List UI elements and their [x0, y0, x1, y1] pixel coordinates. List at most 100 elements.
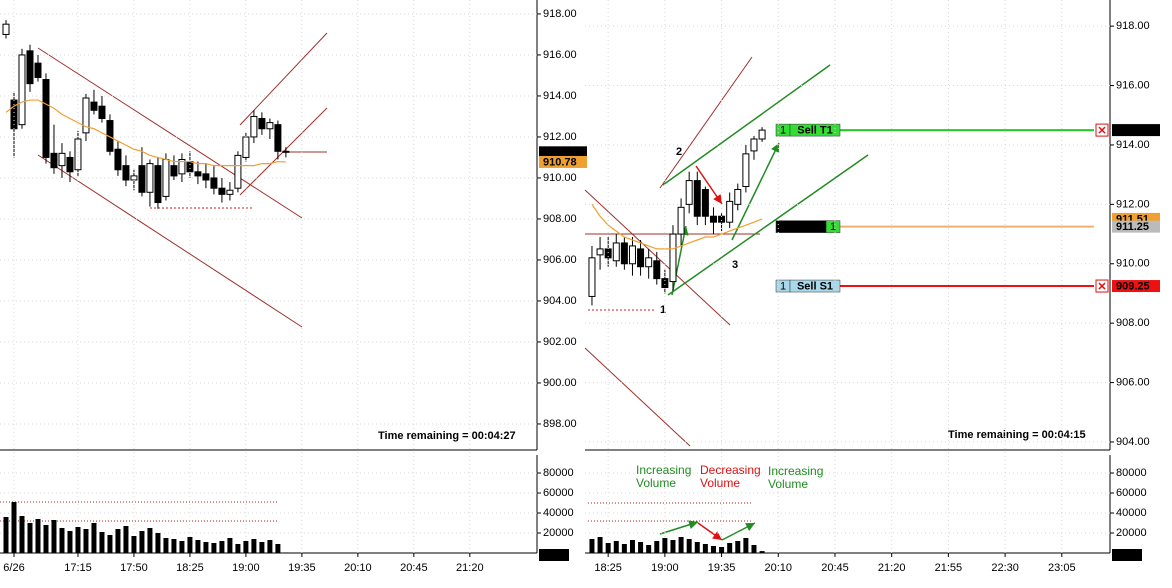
order-qty: 1	[830, 221, 836, 233]
volume-bar	[662, 538, 668, 553]
y-tick-label: 916.00	[1116, 79, 1150, 91]
x-tick-label: 17:50	[120, 562, 148, 574]
volume-bar	[638, 542, 644, 553]
volume-bar	[187, 537, 193, 553]
candle-body	[186, 161, 194, 173]
y-tick-label: 916.00	[543, 49, 577, 61]
candle-body	[58, 152, 66, 167]
candle-body	[628, 245, 636, 265]
volume-bar	[686, 539, 692, 553]
candle-body	[726, 200, 734, 223]
price-tag: 911.25	[1116, 221, 1149, 233]
candle-body	[114, 148, 122, 171]
channel-line	[667, 154, 869, 296]
candle-body	[170, 165, 178, 177]
moving-average	[5, 99, 286, 167]
volume-bar	[131, 536, 137, 553]
x-tick-label: 21:55	[935, 562, 963, 574]
price-tag: 914.50	[1116, 125, 1150, 137]
candle-body	[178, 158, 186, 175]
y-tick-label: 60000	[543, 487, 574, 499]
y-tick-label: 908.00	[543, 213, 577, 225]
candle-body	[234, 154, 242, 189]
candle-body	[677, 206, 685, 235]
volume-arrow	[721, 522, 756, 541]
volume-bar	[171, 539, 177, 553]
x-tick-label: 19:00	[651, 562, 679, 574]
candle-body	[210, 177, 218, 189]
order-label-box	[789, 279, 841, 293]
x-tick-label: 23:05	[1048, 562, 1076, 574]
x-tick-label: 17:15	[64, 562, 92, 574]
order-label-box	[789, 123, 841, 137]
volume-bar	[621, 544, 627, 553]
volume-bar	[139, 531, 145, 553]
candle-body	[661, 278, 669, 289]
y-tick-label: 912.00	[1116, 198, 1150, 210]
y-tick-label: 60000	[1116, 487, 1147, 499]
candle-body	[90, 101, 98, 111]
trend-line	[239, 32, 328, 126]
candle-body	[266, 122, 274, 130]
order-qty: 1	[780, 280, 786, 292]
volume-bar	[67, 531, 73, 553]
y-tick-label: 904.00	[543, 295, 577, 307]
volume-bar	[123, 526, 129, 553]
volume-bar	[155, 533, 161, 553]
volume-bar	[670, 540, 676, 553]
time-remaining: Time remaining = 00:04:27	[378, 430, 516, 442]
trend-line	[659, 56, 753, 189]
volume-arrow	[659, 520, 699, 535]
volume-bar	[195, 540, 201, 553]
volume-bar	[751, 545, 757, 553]
volume-arrow	[697, 522, 723, 541]
y-tick-label: 20000	[543, 527, 574, 539]
y-tick-label: 80000	[1116, 467, 1147, 479]
volume-bar	[702, 544, 708, 553]
candle-body	[250, 115, 258, 138]
volume-bar	[613, 541, 619, 553]
volume-bar	[719, 547, 725, 553]
order-label: Sell S1	[797, 280, 833, 292]
volume-bar	[251, 539, 257, 553]
volume-bar	[147, 528, 153, 553]
y-tick-label: 902.00	[543, 336, 577, 348]
order-label: Sell T1	[797, 125, 832, 137]
candle-body	[202, 173, 210, 181]
volume-bar	[678, 537, 684, 553]
trend-line	[584, 347, 691, 447]
y-tick-label: 914.00	[543, 90, 577, 102]
volume-annotation: Decreasing Volume	[700, 463, 761, 490]
x-tick-label: 6/26	[3, 562, 24, 574]
candle-body	[50, 152, 58, 169]
x-tick-label: 19:35	[288, 562, 316, 574]
candle-body	[282, 150, 290, 153]
candle-body	[194, 171, 202, 177]
y-tick-label: 912.00	[543, 131, 577, 143]
x-tick-label: 20:45	[821, 562, 849, 574]
y-tick-label: 908.00	[1116, 317, 1150, 329]
y-tick-label: 906.00	[1116, 376, 1150, 388]
price-tag: 910.78	[543, 156, 577, 168]
volume-bar	[219, 541, 225, 553]
volume-bar	[710, 546, 716, 553]
candle-body	[18, 54, 26, 126]
volume-bar	[83, 529, 89, 553]
x-tick-label: 22:30	[991, 562, 1019, 574]
volume-bar	[43, 525, 49, 553]
price-tag: 911.25	[543, 147, 576, 159]
candle-body	[669, 233, 677, 283]
price-tag-box	[1112, 220, 1160, 233]
candle-body	[258, 117, 266, 130]
x-tick-label: 18:25	[176, 562, 204, 574]
candle-body	[701, 189, 709, 217]
volume-bar	[27, 523, 33, 553]
candle-body	[718, 215, 726, 223]
y-tick-label: 918.00	[1116, 20, 1150, 32]
volume-bar	[107, 535, 113, 553]
x-tick-label: 21:20	[456, 562, 484, 574]
candle-body	[66, 156, 74, 173]
y-tick-label: 906.00	[543, 254, 577, 266]
